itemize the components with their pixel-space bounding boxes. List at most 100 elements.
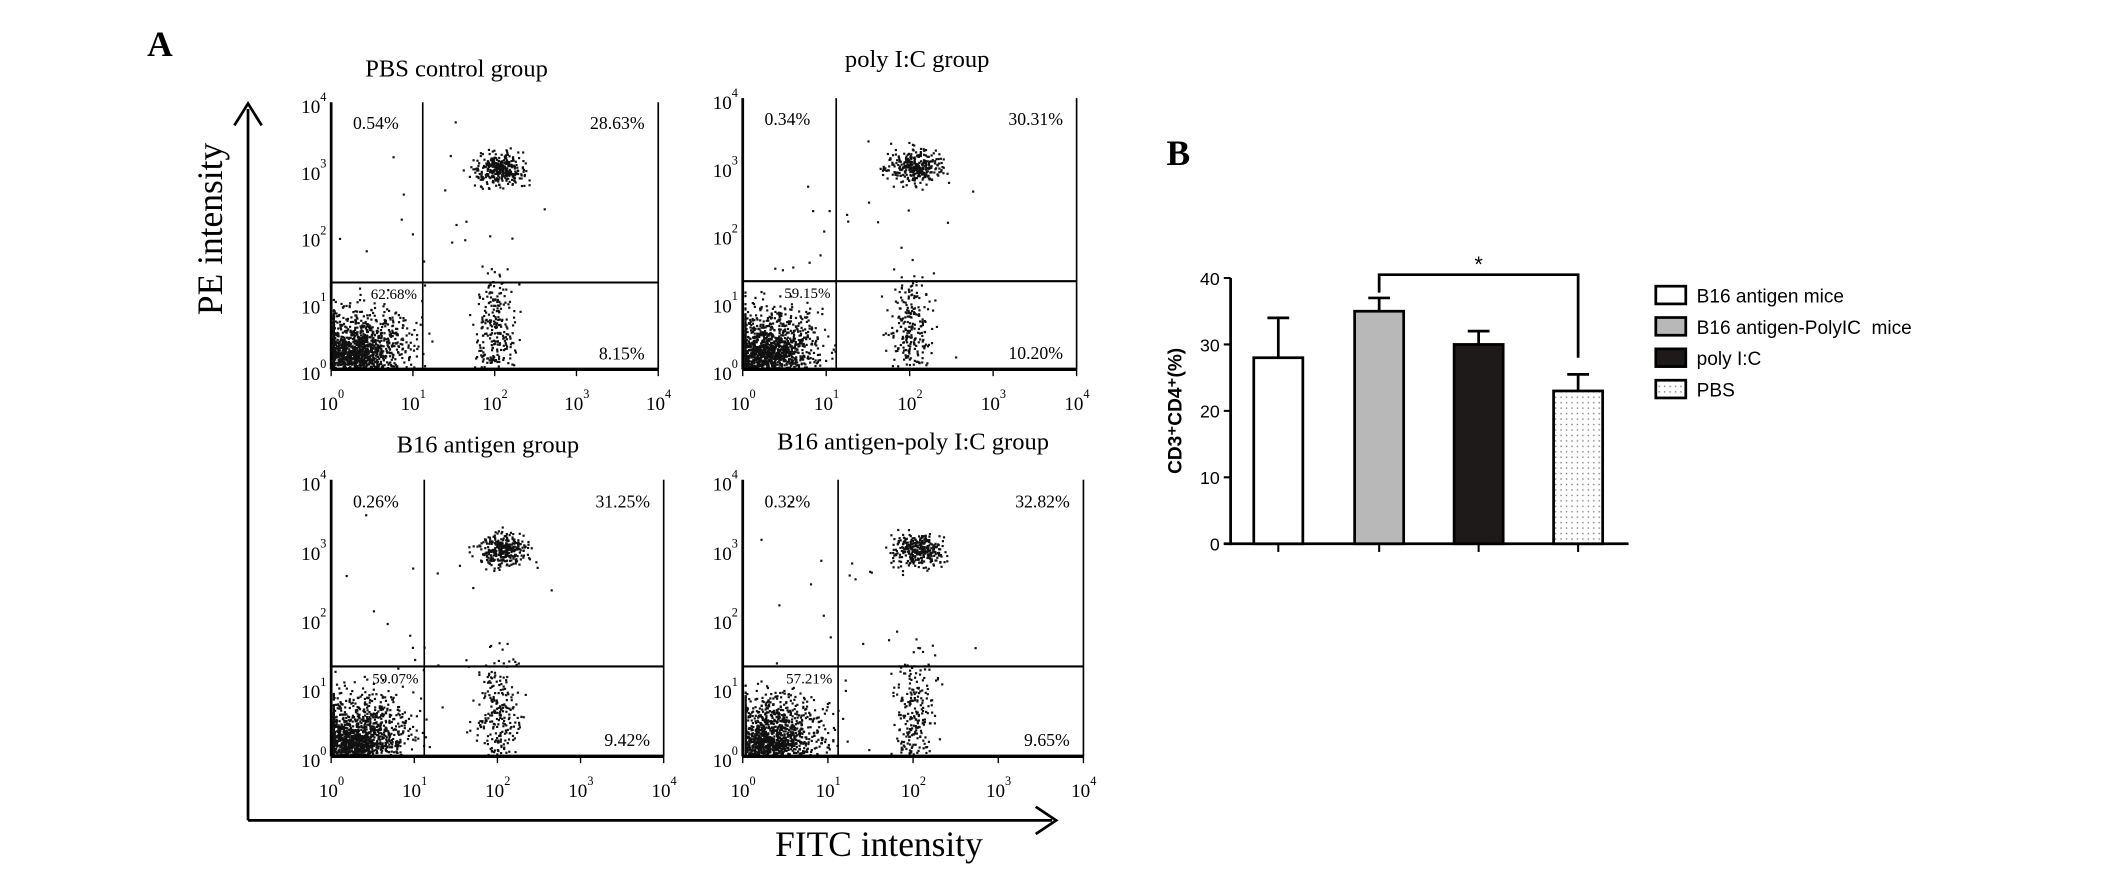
event-dot bbox=[363, 352, 366, 356]
event-dot bbox=[381, 737, 384, 741]
event-dot bbox=[921, 188, 924, 191]
event-dot bbox=[497, 318, 500, 322]
event-dot bbox=[907, 163, 910, 166]
event-dot bbox=[762, 343, 765, 347]
event-dot bbox=[518, 338, 521, 342]
event-dot bbox=[492, 161, 495, 164]
x-tick-label: 102 bbox=[482, 387, 507, 415]
event-dot bbox=[807, 319, 810, 322]
event-dot bbox=[353, 334, 356, 337]
event-dot bbox=[902, 330, 905, 333]
event-dot bbox=[913, 337, 917, 341]
event-dot bbox=[921, 169, 924, 172]
event-dot bbox=[499, 160, 502, 163]
event-dot bbox=[391, 324, 395, 327]
event-dot bbox=[478, 293, 481, 296]
event-dot bbox=[351, 689, 354, 693]
event-dot bbox=[489, 356, 492, 359]
event-dot bbox=[455, 223, 458, 227]
event-dot bbox=[493, 168, 496, 171]
event-dot bbox=[781, 345, 784, 349]
event-dot bbox=[334, 352, 337, 355]
event-dot bbox=[365, 322, 369, 326]
event-dot bbox=[351, 739, 355, 742]
event-dot bbox=[783, 325, 786, 328]
event-dot bbox=[889, 158, 892, 161]
event-dot bbox=[390, 750, 393, 753]
event-dot bbox=[361, 364, 364, 367]
event-dot bbox=[807, 185, 810, 188]
event-dot bbox=[396, 740, 399, 743]
event-dot bbox=[392, 321, 395, 324]
event-dot bbox=[789, 329, 792, 332]
event-dot bbox=[338, 313, 341, 317]
event-dot bbox=[489, 159, 492, 162]
event-dot bbox=[358, 336, 361, 339]
event-dot bbox=[377, 742, 380, 745]
event-dot bbox=[387, 733, 390, 736]
event-dot bbox=[905, 156, 908, 160]
y-tick-label: 100 bbox=[301, 357, 326, 385]
event-dot bbox=[345, 331, 348, 334]
event-dot bbox=[899, 343, 902, 347]
event-dot bbox=[332, 332, 335, 335]
event-dot bbox=[902, 174, 905, 177]
event-dot bbox=[935, 325, 939, 329]
event-dot bbox=[763, 337, 766, 340]
event-dot bbox=[359, 310, 362, 314]
event-dot bbox=[411, 233, 415, 236]
event-dot bbox=[347, 345, 350, 348]
event-dot bbox=[771, 327, 774, 330]
event-dot bbox=[745, 354, 748, 357]
event-dot bbox=[397, 722, 400, 725]
event-dot bbox=[907, 295, 910, 298]
event-dot bbox=[484, 173, 487, 176]
event-dot bbox=[777, 348, 780, 351]
event-dot bbox=[411, 333, 414, 336]
event-dot bbox=[745, 327, 748, 331]
event-dot bbox=[498, 318, 502, 321]
event-dot bbox=[490, 343, 493, 347]
event-dot bbox=[378, 705, 381, 708]
event-dot bbox=[947, 181, 951, 184]
event-dot bbox=[907, 309, 910, 313]
event-dot bbox=[491, 150, 494, 153]
event-dot bbox=[388, 355, 392, 358]
event-dot bbox=[367, 363, 371, 366]
event-dot bbox=[377, 336, 380, 339]
event-dot bbox=[497, 180, 500, 183]
event-dot bbox=[908, 352, 911, 355]
event-dot bbox=[763, 359, 766, 362]
event-dot bbox=[926, 155, 929, 158]
event-dot bbox=[504, 174, 507, 177]
event-dot bbox=[375, 693, 378, 696]
event-dot bbox=[399, 342, 402, 346]
quadrant-percentage-lower-right: 8.15% bbox=[599, 343, 645, 363]
event-dot bbox=[352, 698, 355, 702]
event-dot bbox=[362, 360, 365, 363]
event-dot bbox=[361, 362, 364, 365]
event-dot bbox=[372, 347, 375, 350]
event-dot bbox=[482, 334, 485, 337]
event-dot bbox=[337, 724, 340, 727]
event-dot bbox=[500, 348, 503, 352]
event-dot bbox=[348, 358, 351, 361]
event-dot bbox=[748, 337, 752, 340]
event-dot bbox=[345, 359, 348, 362]
event-dot bbox=[904, 170, 907, 174]
event-dot bbox=[934, 149, 937, 152]
event-dot bbox=[338, 353, 342, 356]
event-dot bbox=[383, 364, 386, 367]
event-dot bbox=[493, 332, 497, 335]
event-dot bbox=[388, 352, 391, 355]
event-dot bbox=[911, 284, 914, 287]
event-dot bbox=[396, 351, 400, 354]
event-dot bbox=[778, 324, 781, 328]
event-dot bbox=[357, 696, 360, 700]
event-dot bbox=[786, 350, 789, 353]
event-dot bbox=[338, 705, 342, 708]
event-dot bbox=[506, 169, 509, 172]
event-dot bbox=[387, 738, 390, 741]
event-dot bbox=[894, 288, 897, 291]
event-dot bbox=[816, 347, 820, 350]
